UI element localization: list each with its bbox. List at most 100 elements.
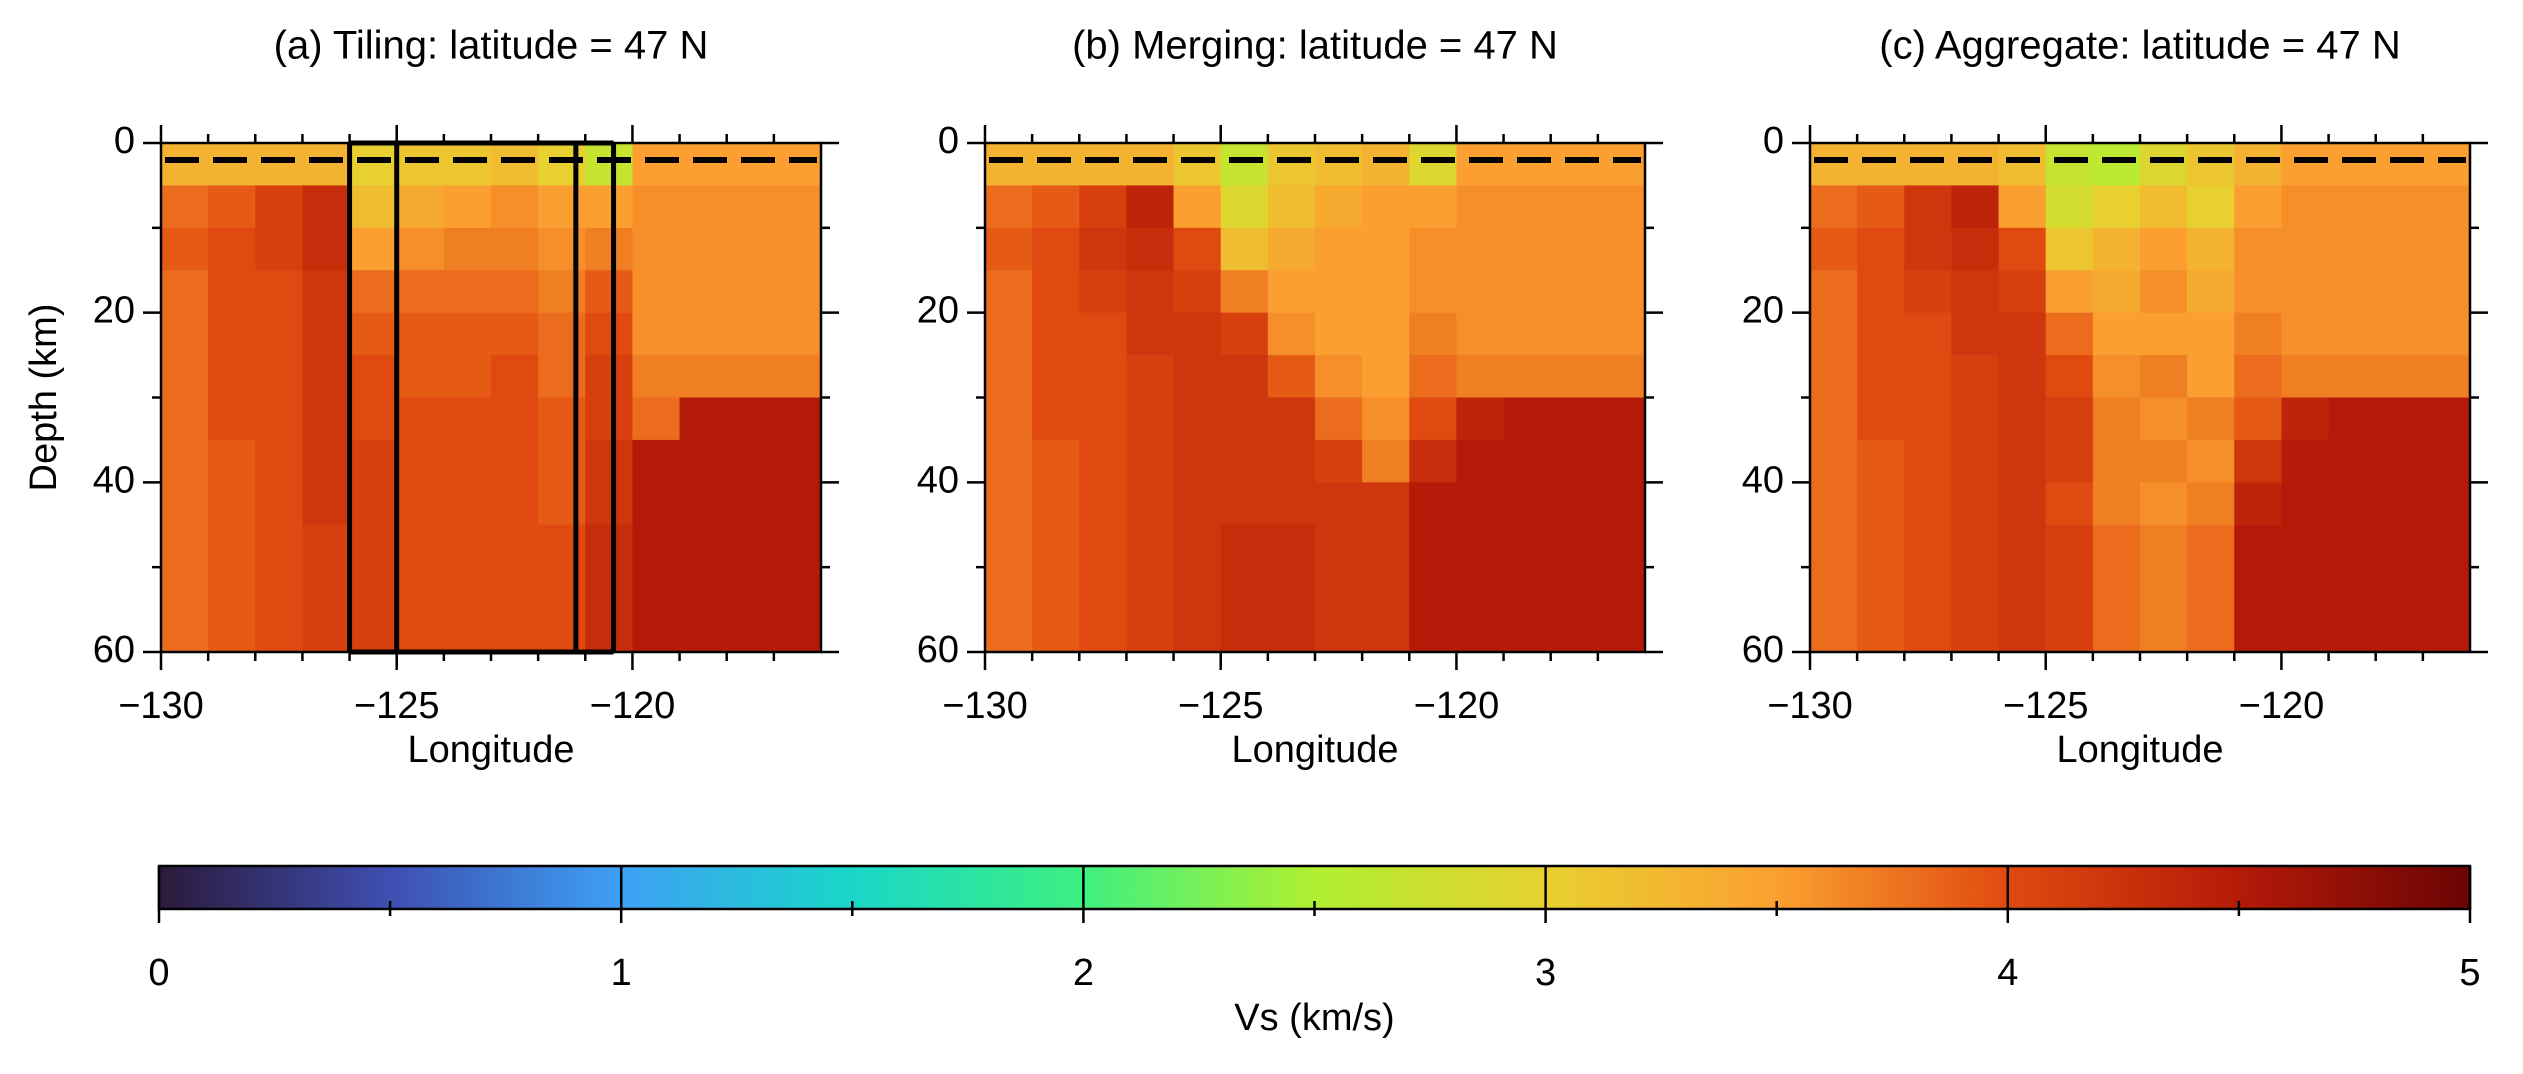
heat-cell	[1597, 312, 1646, 356]
heat-cell	[2281, 355, 2330, 398]
heat-cell	[491, 227, 539, 271]
heat-cell	[585, 609, 633, 653]
heat-cell	[1315, 143, 1363, 186]
heat-cell	[491, 567, 539, 611]
y-tick-label: 40	[93, 459, 135, 501]
heat-cell	[2328, 609, 2377, 653]
heat-cell	[1456, 143, 1505, 186]
heat-cell	[1503, 270, 1552, 314]
heat-cell	[161, 227, 209, 271]
heat-cell	[1810, 524, 1858, 568]
heat-cell	[1409, 270, 1457, 314]
heat-cell	[1998, 227, 2047, 271]
heat-cell	[302, 524, 351, 568]
heat-cell	[2281, 185, 2330, 229]
heat-cell	[1857, 609, 1905, 653]
heat-cell	[1810, 567, 1858, 611]
heat-cell	[985, 524, 1033, 568]
heat-cell	[1597, 355, 1646, 398]
heat-cell	[1409, 397, 1457, 441]
heat-cell	[2140, 312, 2188, 356]
heat-cell	[1597, 524, 1646, 568]
heat-cell	[2140, 567, 2188, 611]
heat-cell	[2375, 439, 2424, 483]
heat-cell	[491, 609, 539, 653]
heat-cell	[1597, 439, 1646, 483]
heat-cell	[1597, 609, 1646, 653]
heat-cell	[2328, 185, 2377, 229]
heat-cell	[1857, 439, 1905, 483]
heat-cell	[2045, 524, 2094, 568]
heat-cell	[1173, 185, 1222, 229]
heat-cell	[1904, 439, 1952, 483]
heat-cell	[1267, 270, 1316, 314]
y-tick-label: 60	[93, 629, 135, 671]
heat-cell	[1079, 185, 1127, 229]
heat-cell	[491, 143, 539, 186]
heat-cell	[255, 609, 303, 653]
heat-cell	[538, 355, 586, 398]
heat-cell	[1315, 397, 1363, 441]
heat-cell	[1126, 567, 1175, 611]
heat-cell	[1315, 524, 1363, 568]
heat-cell	[1951, 482, 2000, 526]
heat-cell	[2375, 397, 2424, 441]
panel-title: (a) Tiling: latitude = 47 N	[274, 24, 709, 68]
heat-cell	[302, 482, 351, 526]
heat-cell	[255, 397, 303, 441]
heat-cell	[1456, 609, 1505, 653]
x-tick-label: −130	[942, 685, 1028, 727]
heat-cell	[208, 355, 256, 398]
heat-cell	[443, 312, 492, 356]
heat-cell	[679, 270, 728, 314]
heat-cell	[302, 270, 351, 314]
heat-cell	[396, 312, 445, 356]
heat-cell	[1079, 482, 1127, 526]
heat-cell	[585, 270, 633, 314]
heat-cell	[726, 567, 775, 611]
heat-cell	[1456, 482, 1505, 526]
heat-cell	[1126, 355, 1175, 398]
heat-cell	[1503, 143, 1552, 186]
heat-cell	[1267, 312, 1316, 356]
heat-cell	[2045, 185, 2094, 229]
heat-cell	[1079, 270, 1127, 314]
heat-cell	[2281, 270, 2330, 314]
heat-cell	[632, 609, 681, 653]
heat-cell	[1857, 312, 1905, 356]
heat-cell	[1079, 524, 1127, 568]
heat-cell	[1550, 524, 1599, 568]
heat-cell	[1079, 439, 1127, 483]
heat-cell	[1998, 143, 2047, 186]
heat-cell	[2045, 609, 2094, 653]
heat-cell	[443, 227, 492, 271]
heat-cell	[255, 270, 303, 314]
heat-cell	[255, 355, 303, 398]
heat-cell	[349, 609, 398, 653]
heat-cell	[2045, 270, 2094, 314]
heat-cell	[1857, 355, 1905, 398]
heat-cell	[632, 355, 681, 398]
heat-cell	[2281, 524, 2330, 568]
heat-cell	[1550, 143, 1599, 186]
heat-cell	[1315, 355, 1363, 398]
heat-cell	[1810, 143, 1858, 186]
heat-cell	[1951, 185, 2000, 229]
heat-cell	[1267, 439, 1316, 483]
heat-cell	[2187, 609, 2235, 653]
x-tick-label: −130	[1767, 685, 1853, 727]
heat-cell	[1951, 227, 2000, 271]
heat-cell	[1220, 270, 1269, 314]
heat-cell	[2422, 227, 2471, 271]
heat-cell	[1857, 227, 1905, 271]
heat-cell	[2234, 567, 2282, 611]
heat-cell	[2422, 609, 2471, 653]
heat-cell	[1597, 482, 1646, 526]
heat-cell	[208, 270, 256, 314]
x-tick-label: −125	[2003, 685, 2089, 727]
heat-cell	[726, 355, 775, 398]
x-axis-label: Longitude	[408, 729, 575, 771]
heat-cell	[2328, 355, 2377, 398]
heat-cell	[2422, 524, 2471, 568]
heat-cell	[2281, 312, 2330, 356]
